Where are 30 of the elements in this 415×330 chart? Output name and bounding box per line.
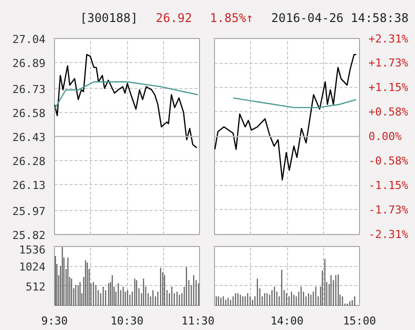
y2-tick-label: -1.15% <box>368 178 409 192</box>
text: 2016-04-26 14:58:38 <box>271 11 409 25</box>
x-tick-label: 15:00 <box>342 314 376 328</box>
y2-tick-label: +0.58% <box>368 105 409 118</box>
y-tick-label: 512 <box>26 280 46 294</box>
y2-tick-label: -1.73% <box>368 203 409 216</box>
x-tick-label: 10:30 <box>110 314 144 328</box>
y-tick-label: 1536 <box>19 244 46 256</box>
y-tick-label: 26.58 <box>12 106 46 120</box>
x-tick-label: 11:30 <box>181 314 215 328</box>
y-tick-label: 25.97 <box>12 204 46 218</box>
text: 1.85%↑ <box>210 11 254 25</box>
y-tick-label: 26.13 <box>12 179 46 192</box>
x-tick-label: 14:00 <box>270 314 304 328</box>
y2-tick-label: +2.31% <box>368 32 409 46</box>
y-tick-label: 26.28 <box>12 155 46 168</box>
y2-tick-label: -2.31% <box>368 228 409 241</box>
y2-tick-label: 0.00% <box>368 130 402 143</box>
x-tick-label: 9:30 <box>41 314 68 328</box>
y-tick-label: 25.82 <box>12 229 46 242</box>
y2-tick-label: +1.73% <box>368 56 409 70</box>
y2-tick-label: +1.15% <box>368 81 409 94</box>
y-tick-label: 27.04 <box>12 33 46 46</box>
y2-tick-label: -0.58% <box>368 154 409 168</box>
y-tick-label: 26.89 <box>12 57 46 70</box>
chart-title: [300188] <box>80 11 138 25</box>
y-tick-label: 26.73 <box>12 82 46 96</box>
y-tick-label: 26.43 <box>12 131 46 144</box>
text: 26.92 <box>156 11 192 25</box>
y-tick-label: 1024 <box>19 260 46 274</box>
